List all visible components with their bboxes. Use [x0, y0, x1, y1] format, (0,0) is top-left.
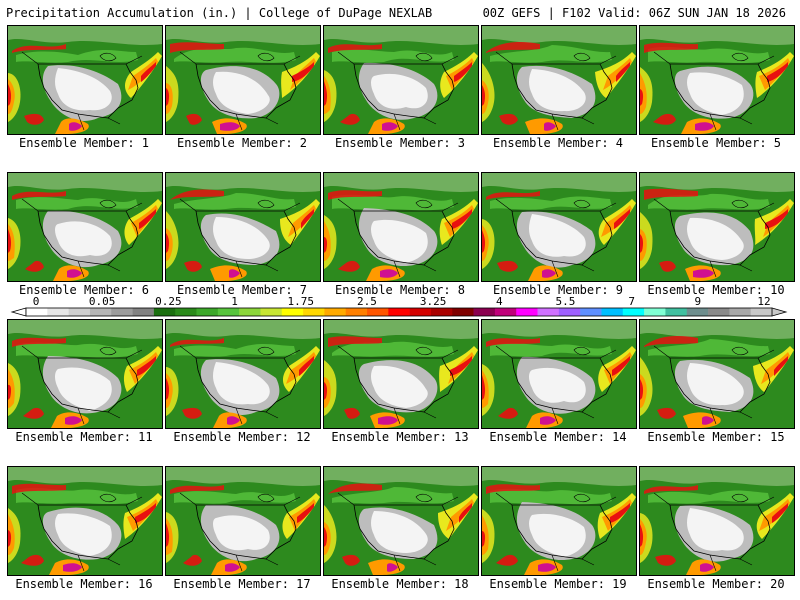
colorbar-swatch — [708, 308, 730, 316]
colorbar-swatch — [409, 308, 432, 316]
colorbar-swatch — [580, 308, 602, 316]
colorbar-tick-label: 0.05 — [89, 296, 116, 308]
ensemble-member-label: Ensemble Member: 4 — [492, 136, 624, 150]
colorbar-tick-label: 1.75 — [287, 296, 314, 308]
colorbar-tick-label: 4 — [496, 296, 503, 308]
ensemble-member-label: Ensemble Member: 2 — [176, 136, 308, 150]
colorbar-tick-label: 0.25 — [155, 296, 182, 308]
ensemble-member-label: Ensemble Member: 14 — [489, 430, 627, 444]
ensemble-map-panel — [481, 466, 637, 576]
ensemble-member-label: Ensemble Member: 13 — [331, 430, 469, 444]
ensemble-member-label: Ensemble Member: 20 — [647, 577, 785, 591]
ensemble-map-panel — [481, 172, 637, 282]
ensemble-map-panel — [165, 25, 321, 135]
colorbar-tick-label: 3.25 — [420, 296, 447, 308]
ensemble-map-panel — [7, 466, 163, 576]
ensemble-member-label: Ensemble Member: 18 — [331, 577, 469, 591]
colorbar-swatch — [175, 308, 197, 316]
colorbar-swatch — [260, 308, 283, 316]
colorbar-tick-label: 5.5 — [556, 296, 576, 308]
ensemble-map-panel — [165, 319, 321, 429]
colorbar-swatch — [89, 308, 112, 316]
ensemble-map-panel — [639, 319, 795, 429]
ensemble-member-label: Ensemble Member: 6 — [18, 283, 150, 297]
colorbar-swatch — [750, 308, 773, 316]
ensemble-map-panel — [639, 25, 795, 135]
ensemble-map-panel — [7, 319, 163, 429]
colorbar-swatch — [111, 308, 133, 316]
colorbar-swatch — [281, 308, 304, 316]
ensemble-map-panel — [7, 172, 163, 282]
ensemble-member-label: Ensemble Member: 1 — [18, 136, 150, 150]
colorbar-tick-label: 1 — [231, 296, 238, 308]
colorbar-swatch — [644, 308, 666, 316]
colorbar-tick-label: 0 — [33, 296, 40, 308]
colorbar-swatch — [153, 308, 176, 316]
ensemble-map-panel — [165, 172, 321, 282]
colorbar-swatch — [239, 308, 261, 316]
colorbar-swatch — [68, 308, 91, 316]
ensemble-member-label: Ensemble Member: 8 — [334, 283, 466, 297]
ensemble-member-label: Ensemble Member: 3 — [334, 136, 466, 150]
colorbar-tick-label: 12 — [757, 296, 770, 308]
ensemble-map-panel — [323, 319, 479, 429]
colorbar-swatch — [686, 308, 709, 316]
model-valid-time: 00Z GEFS | F102 Valid: 06Z SUN JAN 18 20… — [482, 6, 786, 20]
ensemble-map-panel — [481, 319, 637, 429]
colorbar-swatch — [217, 308, 240, 316]
colorbar-swatch — [516, 308, 538, 316]
colorbar-swatch — [303, 308, 325, 316]
ensemble-map-panel — [323, 466, 479, 576]
colorbar-border — [25, 307, 773, 317]
colorbar-tick-label: 7 — [628, 296, 635, 308]
colorbar-swatch — [494, 308, 517, 316]
colorbar-swatch — [601, 308, 624, 316]
colorbar-swatch — [367, 308, 389, 316]
ensemble-map-panel — [323, 172, 479, 282]
ensemble-member-label: Ensemble Member: 9 — [492, 283, 624, 297]
ensemble-map-panel — [7, 25, 163, 135]
ensemble-map-panel — [481, 25, 637, 135]
colorbar-swatch — [729, 308, 751, 316]
colorbar-swatch — [345, 308, 368, 316]
ensemble-map-panel — [165, 466, 321, 576]
precip-colorbar: 0 0.05 0.25 1 1.75 2.5 3.25 4 5.5 7 9 12 — [10, 296, 788, 317]
ensemble-member-label: Ensemble Member: 16 — [15, 577, 153, 591]
ensemble-member-label: Ensemble Member: 10 — [647, 283, 785, 297]
ensemble-member-label: Ensemble Member: 15 — [647, 430, 785, 444]
colorbar-left-arrow — [10, 307, 27, 317]
map-title: Precipitation Accumulation (in.) | Colle… — [6, 6, 433, 20]
ensemble-map-panel — [639, 172, 795, 282]
colorbar-swatch — [388, 308, 410, 316]
colorbar-swatch — [665, 308, 688, 316]
colorbar-swatch — [132, 308, 155, 316]
colorbar-swatch — [452, 308, 474, 316]
colorbar-swatch — [196, 308, 219, 316]
colorbar-tick-label: 9 — [695, 296, 702, 308]
colorbar-swatch — [47, 308, 69, 316]
colorbar-swatch — [26, 308, 48, 316]
colorbar-swatch — [324, 308, 347, 316]
ensemble-map-panel — [323, 25, 479, 135]
ensemble-member-label: Ensemble Member: 17 — [173, 577, 311, 591]
colorbar-swatch — [473, 308, 496, 316]
ensemble-member-label: Ensemble Member: 11 — [15, 430, 153, 444]
colorbar-swatch — [537, 308, 560, 316]
ensemble-member-label: Ensemble Member: 5 — [650, 136, 782, 150]
colorbar-swatch — [430, 308, 453, 316]
colorbar-swatch — [558, 308, 581, 316]
ensemble-member-label: Ensemble Member: 19 — [489, 577, 627, 591]
ensemble-map-panel — [639, 466, 795, 576]
colorbar-swatch — [622, 308, 645, 316]
ensemble-member-label: Ensemble Member: 7 — [176, 283, 308, 297]
colorbar-tick-label: 2.5 — [357, 296, 377, 308]
ensemble-member-label: Ensemble Member: 12 — [173, 430, 311, 444]
colorbar-right-arrow — [771, 307, 788, 317]
